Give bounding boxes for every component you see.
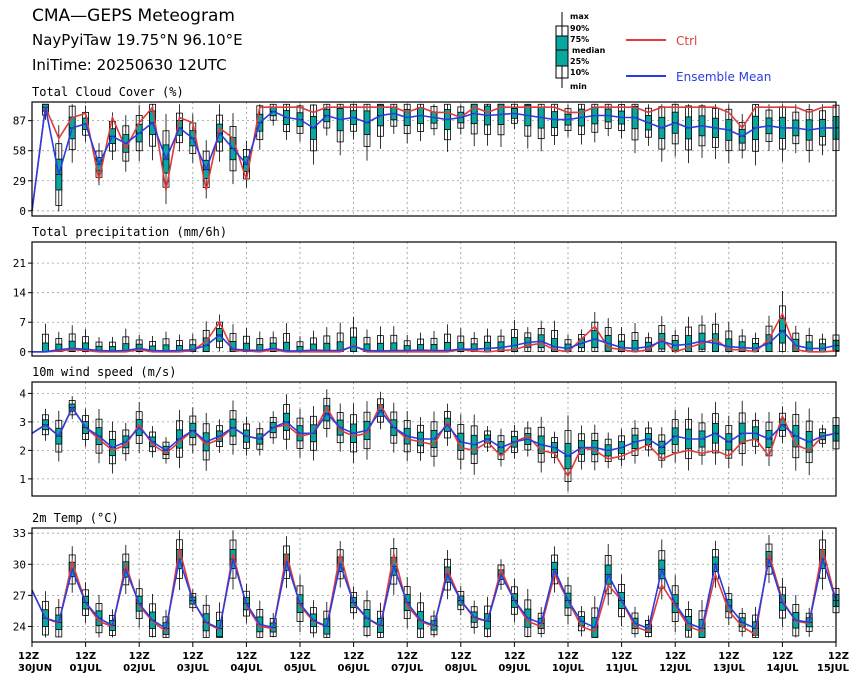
x-tick-hour-label: 12Z — [611, 651, 632, 662]
chart-title: CMA—GEPS Meteogram — [32, 6, 235, 26]
legend-box-label: 25% — [570, 57, 589, 66]
box-iqr — [82, 342, 89, 352]
legend-box-label: 10% — [570, 68, 589, 77]
x-tick-date-label: 10JUL — [552, 663, 585, 674]
x-tick-date-label: 02JUL — [123, 663, 156, 674]
x-tick-date-label: 07JUL — [391, 663, 424, 674]
x-tick-date-label: 30JUN — [18, 663, 52, 674]
x-tick-hour-label: 12Z — [182, 651, 203, 662]
panel-frame — [31, 527, 837, 643]
location-label: NayPyiTaw 19.75°N 96.10°E — [32, 31, 243, 49]
x-tick-hour-label: 12Z — [397, 651, 418, 662]
legend-ctrl-label: Ctrl — [676, 34, 697, 48]
x-tick-date-label: 12JUL — [659, 663, 692, 674]
box-iqr — [631, 340, 639, 352]
panel-title: Total Cloud Cover (%) — [32, 85, 184, 99]
series-ctrl-line — [31, 548, 837, 637]
x-tick-date-label: 01JUL — [70, 663, 103, 674]
y-tick-label: 14 — [13, 287, 27, 300]
box-iqr — [457, 342, 465, 352]
panel-frame — [31, 381, 837, 497]
y-tick-label: 24 — [13, 620, 27, 633]
panel-0: Total Cloud Cover (%) 0 29 58 87 — [13, 85, 840, 218]
legend-mean-label: Ensemble Mean — [676, 70, 771, 84]
legend-box-label: 90% — [570, 24, 589, 33]
x-tick-hour-label: 12Z — [665, 651, 686, 662]
series-ctrl-line — [32, 311, 837, 353]
y-tick-label: 33 — [13, 527, 26, 540]
panel-title: 2m Temp (°C) — [32, 511, 119, 525]
legend-box-label: max — [570, 12, 590, 21]
panel-title: 10m wind speed (m/s) — [32, 365, 177, 379]
box-iqr — [484, 341, 492, 352]
box-iqr — [42, 342, 49, 352]
init-time-label: IniTime: 20250630 12UTC — [32, 56, 227, 74]
series-ctrl-line — [31, 104, 836, 211]
legend-box-label: min — [570, 82, 587, 91]
x-tick-hour-label: 12Z — [718, 651, 739, 662]
y-tick-label: 87 — [13, 115, 26, 128]
x-tick-date-label: 14JUL — [766, 663, 799, 674]
x-tick-date-label: 06JUL — [338, 663, 371, 674]
x-tick-hour-label: 12Z — [504, 651, 525, 662]
legend-box-glyph — [555, 12, 569, 88]
x-tick-date-label: 13JUL — [713, 663, 746, 674]
x-tick-hour-label: 12Z — [772, 651, 793, 662]
panel-3: 2m Temp (°C) 24 27 30 33 — [13, 511, 840, 643]
series-mean-line — [31, 107, 836, 211]
box-iqr — [350, 336, 358, 352]
y-tick-label: 27 — [13, 589, 26, 602]
x-tick-hour-label: 12Z — [129, 651, 150, 662]
legend-box-label: median — [572, 46, 606, 55]
y-tick-label: 0 — [19, 205, 26, 218]
series-ctrl-line — [31, 403, 837, 478]
series-mean-line — [31, 556, 837, 630]
box-iqr — [269, 342, 277, 352]
x-tick-date-label: 08JUL — [445, 663, 478, 674]
y-tick-label: 7 — [19, 316, 26, 329]
x-tick-hour-label: 12Z — [236, 651, 257, 662]
box-iqr — [68, 340, 76, 352]
x-tick-date-label: 15JUL — [817, 663, 850, 674]
y-tick-label: 29 — [13, 175, 26, 188]
x-tick-hour-label: 12Z — [557, 651, 578, 662]
y-tick-label: 4 — [19, 387, 26, 400]
y-tick-label: 0 — [19, 346, 26, 359]
panel-1: Total precipitation (mm/6h) 0 7 14 21 — [13, 225, 840, 359]
x-tick-hour-label: 12Z — [289, 651, 310, 662]
x-tick-hour-label: 12Z — [828, 651, 849, 662]
x-tick-date-label: 05JUL — [284, 663, 317, 674]
series-mean-line — [32, 329, 837, 353]
panel-title: Total precipitation (mm/6h) — [32, 225, 227, 239]
box-iqr — [805, 341, 813, 352]
series-mean-line — [31, 405, 837, 458]
panel-frame — [31, 101, 837, 217]
panel-frame — [31, 241, 837, 357]
x-tick-hour-label: 12Z — [18, 651, 39, 662]
y-tick-label: 2 — [19, 444, 26, 457]
legend-box-label: 75% — [570, 35, 589, 44]
x-tick-date-label: 03JUL — [177, 663, 210, 674]
x-tick-date-label: 11JUL — [606, 663, 639, 674]
panel-2: 10m wind speed (m/s) 1 2 3 4 — [19, 365, 840, 497]
y-tick-label: 3 — [19, 416, 26, 429]
x-tick-hour-label: 12Z — [343, 651, 364, 662]
y-tick-label: 21 — [13, 257, 26, 270]
x-tick-date-label: 09JUL — [498, 663, 531, 674]
y-tick-label: 30 — [13, 558, 26, 571]
x-tick-hour-label: 12Z — [75, 651, 96, 662]
y-tick-label: 1 — [19, 473, 26, 486]
y-tick-label: 58 — [13, 145, 26, 158]
x-tick-hour-label: 12Z — [450, 651, 471, 662]
x-tick-date-label: 04JUL — [230, 663, 263, 674]
